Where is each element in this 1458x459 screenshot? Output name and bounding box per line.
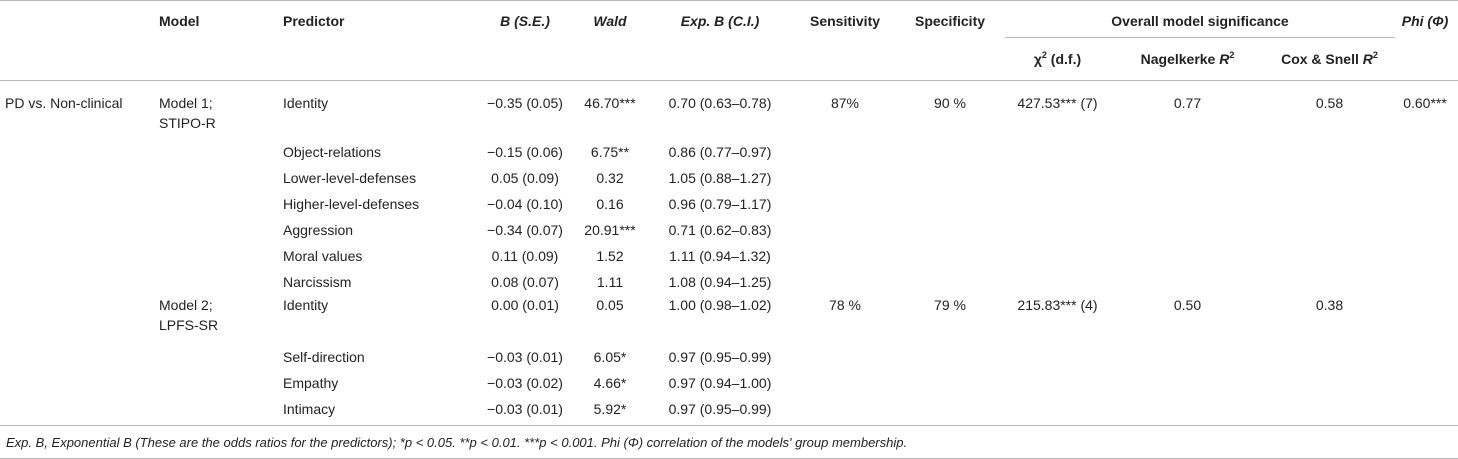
m1-row7-b: 0.08 (0.07) (491, 274, 559, 290)
model-1-name-line2: STIPO-R (159, 115, 216, 131)
m1-row5-predictor: Aggression (283, 222, 354, 238)
model-1-specificity: 90 % (934, 95, 966, 111)
model-1-sensitivity: 87% (830, 95, 860, 111)
m2-row1-b: 0.00 (0.01) (491, 297, 559, 313)
model-2-cox: 0.38 (1315, 297, 1344, 313)
m1-row6-b: 0.11 (0.09) (491, 248, 559, 264)
model-2-chi: 215.83*** (4) (1017, 297, 1098, 313)
m1-row1-exp: 0.70 (0.63–0.78) (668, 95, 772, 111)
top-rule (0, 0, 1458, 1)
header-nagelkerke-text: Nagelkerke (1140, 51, 1220, 67)
model-2-nagelkerke: 0.50 (1173, 297, 1202, 313)
m1-row2-exp: 0.86 (0.77–0.97) (668, 144, 772, 160)
model-2-name-line2: LPFS-SR (159, 317, 219, 333)
header-cox-sup: 2 (1372, 50, 1378, 60)
header-overall: Overall model significance (1111, 13, 1289, 29)
m2-row1-wald: 0.05 (596, 297, 624, 313)
overall-underline (1005, 37, 1395, 38)
m1-row3-exp: 1.05 (0.88–1.27) (668, 170, 772, 186)
m2-row4-exp: 0.97 (0.95–0.99) (668, 401, 772, 417)
m2-row3-exp: 0.97 (0.94–1.00) (668, 375, 772, 391)
group-label: PD vs. Non-clinical (5, 95, 123, 111)
model-1-name-line1: Model 1; (159, 95, 213, 111)
m2-row2-predictor: Self-direction (283, 349, 365, 365)
header-chi: χ2 (d.f.) (1005, 50, 1110, 68)
header-cox-text: Cox & Snell (1281, 51, 1363, 67)
model-1-nagelkerke: 0.77 (1173, 95, 1202, 111)
m1-row6-exp: 1.11 (0.94–1.32) (669, 248, 771, 264)
m1-row7-wald: 1.11 (596, 274, 624, 290)
model-2-sensitivity: 78 % (829, 297, 861, 313)
m2-row2-exp: 0.97 (0.95–0.99) (668, 349, 772, 365)
m2-row2-wald: 6.05* (593, 349, 627, 365)
m1-row3-b: 0.05 (0.09) (491, 170, 559, 186)
m1-row2-b: −0.15 (0.06) (487, 144, 563, 160)
m1-row1-predictor: Identity (283, 95, 329, 111)
m1-row4-b: −0.04 (0.10) (487, 196, 563, 212)
model-1-phi: 0.60*** (1403, 95, 1447, 111)
header-b-se: B (S.E.) (500, 13, 550, 29)
m1-row4-wald: 0.16 (596, 196, 624, 212)
m1-row5-wald: 20.91*** (584, 222, 636, 238)
m2-row4-b: −0.03 (0.01) (487, 401, 563, 417)
header-nagelkerke-r: R (1219, 51, 1230, 67)
model-1-cox: 0.58 (1315, 95, 1344, 111)
header-nagelkerke: Nagelkerke R2 (1115, 50, 1260, 68)
m1-row3-wald: 0.32 (596, 170, 624, 186)
header-chi-rest: (d.f.) (1046, 51, 1082, 67)
m2-row2-b: −0.03 (0.01) (487, 349, 563, 365)
m2-row1-predictor: Identity (283, 297, 329, 313)
m2-row1-exp: 1.00 (0.98–1.02) (668, 297, 772, 313)
m2-row4-predictor: Intimacy (283, 401, 336, 417)
header-chi-symbol: χ (1033, 51, 1042, 67)
header-chi-sup: 2 (1041, 50, 1047, 60)
header-model: Model (159, 13, 200, 29)
header-predictor: Predictor (283, 13, 345, 29)
m2-row3-predictor: Empathy (283, 375, 339, 391)
m1-row7-exp: 1.08 (0.94–1.25) (668, 274, 772, 290)
m2-row3-wald: 4.66* (593, 375, 627, 391)
m1-row7-predictor: Narcissism (283, 274, 352, 290)
model-2-name-line1: Model 2; (159, 297, 213, 313)
table-footnote: Exp. B, Exponential B (These are the odd… (6, 435, 908, 450)
m1-row5-b: −0.34 (0.07) (487, 222, 563, 238)
m1-row2-predictor: Object-relations (283, 144, 382, 160)
header-rule (0, 80, 1458, 81)
header-wald: Wald (593, 13, 627, 29)
header-phi: Phi (Φ) (1401, 13, 1449, 29)
header-specificity: Specificity (914, 13, 986, 29)
m1-row3-predictor: Lower-level-defenses (283, 170, 417, 186)
bottom-rule (0, 425, 1458, 426)
m1-row2-wald: 6.75** (590, 144, 630, 160)
header-sensitivity: Sensitivity (809, 13, 881, 29)
header-cox: Cox & Snell R2 (1262, 50, 1397, 68)
m2-row3-b: −0.03 (0.02) (487, 375, 563, 391)
header-nagelkerke-sup: 2 (1229, 50, 1235, 60)
m1-row5-exp: 0.71 (0.62–0.83) (668, 222, 772, 238)
m1-row4-exp: 0.96 (0.79–1.17) (668, 196, 772, 212)
m1-row6-predictor: Moral values (283, 248, 363, 264)
m2-row4-wald: 5.92* (593, 401, 627, 417)
m1-row6-wald: 1.52 (596, 248, 624, 264)
model-1-chi: 427.53*** (7) (1017, 95, 1098, 111)
model-2-specificity: 79 % (934, 297, 966, 313)
m1-row4-predictor: Higher-level-defenses (283, 196, 420, 212)
header-exp-b: Exp. B (C.I.) (680, 13, 760, 29)
m1-row1-wald: 46.70*** (584, 95, 636, 111)
header-cox-r: R (1362, 51, 1373, 67)
m1-row1-b: −0.35 (0.05) (487, 95, 563, 111)
